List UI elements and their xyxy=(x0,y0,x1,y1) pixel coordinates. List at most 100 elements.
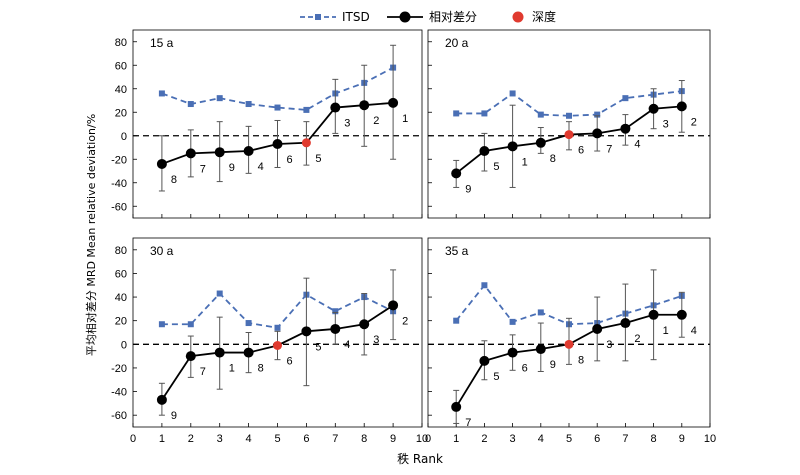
point-label: 8 xyxy=(550,153,556,165)
x-tick-label: 7 xyxy=(622,433,628,445)
mrd-point xyxy=(359,100,370,111)
point-label: 8 xyxy=(578,354,584,366)
depth-point xyxy=(564,130,574,140)
mrd-point xyxy=(214,347,225,358)
panel-0: -60 -40 -20 0 20 40 60 80 15 a 8 7 9 4 6 5 3 2 1 xyxy=(111,29,423,219)
x-tick-label: 2 xyxy=(481,433,487,445)
x-tick-label: 2 xyxy=(188,433,194,445)
x-tick-label: 8 xyxy=(651,433,657,445)
point-label: 5 xyxy=(493,371,499,383)
x-tick-label: 7 xyxy=(332,433,338,445)
itsd-point xyxy=(537,309,544,316)
y-tick-label: 0 xyxy=(121,131,127,143)
point-label: 8 xyxy=(171,174,177,186)
mrd-point xyxy=(507,141,518,152)
y-tick-label: -40 xyxy=(111,178,127,190)
x-tick-label: 0 xyxy=(425,433,431,445)
point-label: 9 xyxy=(465,183,471,195)
y-tick-label: 40 xyxy=(115,292,127,304)
point-label: 5 xyxy=(315,153,321,165)
itsd-point xyxy=(622,95,629,102)
itsd-point xyxy=(509,318,516,325)
mrd-point xyxy=(451,401,462,412)
y-tick-label: 80 xyxy=(115,37,127,49)
point-label: 6 xyxy=(287,154,293,166)
mrd-point xyxy=(301,326,312,337)
point-label: 6 xyxy=(522,363,528,375)
point-label: 5 xyxy=(315,341,321,353)
itsd-line xyxy=(161,66,394,111)
x-tick-label: 10 xyxy=(704,433,716,445)
itsd-point xyxy=(537,111,544,118)
depth-point xyxy=(564,339,574,349)
y-tick-label: 60 xyxy=(115,60,127,72)
mrd-point xyxy=(243,146,254,157)
x-axis-label: 秩 Rank xyxy=(397,452,443,466)
panel-label: 20 a xyxy=(445,36,469,50)
legend-marker xyxy=(512,11,524,23)
itsd-point xyxy=(594,111,601,118)
mrd-point xyxy=(214,147,225,158)
point-label: 4 xyxy=(634,139,640,151)
itsd-point xyxy=(481,110,488,117)
x-tick-label: 9 xyxy=(679,433,685,445)
mrd-point xyxy=(592,323,603,334)
mrd-point xyxy=(676,101,687,112)
itsd-point xyxy=(453,110,460,117)
mrd-point xyxy=(330,102,341,113)
mrd-point xyxy=(272,138,283,149)
point-label: 4 xyxy=(691,325,697,337)
itsd-point xyxy=(332,308,339,315)
mrd-point xyxy=(648,103,659,114)
point-label: 8 xyxy=(258,363,264,375)
point-label: 3 xyxy=(344,118,350,130)
depth-point xyxy=(273,340,282,350)
point-label: 2 xyxy=(634,333,640,345)
legend-marker xyxy=(399,11,411,23)
itsd-point xyxy=(453,317,460,324)
legend-marker xyxy=(315,14,321,20)
itsd-point xyxy=(216,290,223,297)
legend-label: ITSD xyxy=(342,10,370,24)
y-tick-label: 80 xyxy=(115,245,127,257)
x-tick-label: 10 xyxy=(416,433,428,445)
panel-3: 0 1 2 3 4 5 6 7 8 9 10 35 a 7 5 6 9 8 3 2 1 4 xyxy=(425,237,716,445)
point-label: 1 xyxy=(229,363,235,375)
y-tick-label: -60 xyxy=(111,201,127,213)
mrd-point xyxy=(388,97,399,108)
mrd-point xyxy=(479,355,490,366)
x-tick-label: 4 xyxy=(246,433,252,445)
point-label: 6 xyxy=(578,145,584,157)
x-tick-label: 3 xyxy=(510,433,516,445)
point-label: 3 xyxy=(663,119,669,131)
mrd-point xyxy=(388,300,399,311)
depth-point xyxy=(301,138,311,148)
x-tick-label: 8 xyxy=(361,433,367,445)
y-tick-label: -60 xyxy=(111,410,127,422)
x-tick-label: 4 xyxy=(538,433,544,445)
y-tick-label: 60 xyxy=(115,268,127,280)
legend: ITSD 相对差分 深度 xyxy=(300,9,556,24)
y-tick-label: -40 xyxy=(111,387,127,399)
itsd-point xyxy=(158,90,165,97)
panel-label: 30 a xyxy=(150,244,174,258)
x-tick-label: 1 xyxy=(159,433,165,445)
legend-label: 相对差分 xyxy=(429,10,477,24)
itsd-point xyxy=(509,90,516,97)
y-tick-label: 20 xyxy=(115,316,127,328)
mrd-point xyxy=(507,347,518,358)
mrd-point xyxy=(592,128,603,139)
x-tick-label: 9 xyxy=(390,433,396,445)
point-label: 7 xyxy=(606,143,612,155)
mrd-point xyxy=(330,323,341,334)
point-label: 9 xyxy=(171,410,177,422)
itsd-point xyxy=(303,106,310,113)
mrd-point xyxy=(479,146,490,157)
itsd-point xyxy=(274,324,281,331)
mrd-point xyxy=(156,158,167,169)
point-label: 5 xyxy=(493,161,499,173)
x-tick-label: 5 xyxy=(566,433,572,445)
mrd-point xyxy=(648,309,659,320)
